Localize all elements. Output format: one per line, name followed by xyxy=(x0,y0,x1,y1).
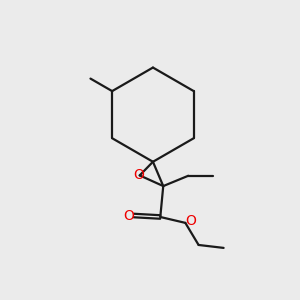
Text: O: O xyxy=(133,168,144,182)
Text: O: O xyxy=(185,214,196,227)
Text: O: O xyxy=(123,208,134,223)
